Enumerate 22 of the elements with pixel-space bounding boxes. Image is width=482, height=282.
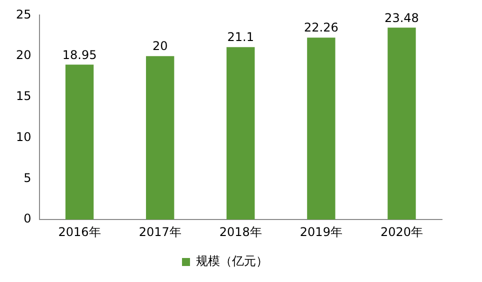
y-tick-label: 20 bbox=[16, 48, 32, 62]
data-label: 21.1 bbox=[227, 30, 254, 44]
y-tick-label: 0 bbox=[24, 212, 32, 226]
bar bbox=[146, 56, 174, 220]
data-label: 20 bbox=[152, 39, 168, 54]
x-tick-label: 2017年 bbox=[138, 224, 182, 239]
x-tick-label: 2020年 bbox=[380, 224, 423, 239]
bar bbox=[226, 47, 255, 220]
x-tick-label: 2016年 bbox=[58, 224, 101, 239]
legend-label: 规模（亿元） bbox=[196, 254, 268, 268]
y-tick-label: 10 bbox=[16, 130, 32, 144]
y-tick-label: 25 bbox=[16, 7, 32, 22]
x-tick-label: 2019年 bbox=[300, 224, 342, 239]
data-label: 23.48 bbox=[384, 10, 419, 25]
bar bbox=[388, 28, 416, 220]
x-tick-label: 2018年 bbox=[219, 224, 262, 239]
y-tick-label: 15 bbox=[16, 89, 32, 104]
y-tick-label: 5 bbox=[24, 170, 32, 185]
data-label: 18.95 bbox=[62, 48, 97, 62]
data-label: 22.26 bbox=[304, 20, 338, 35]
bar bbox=[65, 64, 94, 220]
bar bbox=[307, 38, 336, 220]
